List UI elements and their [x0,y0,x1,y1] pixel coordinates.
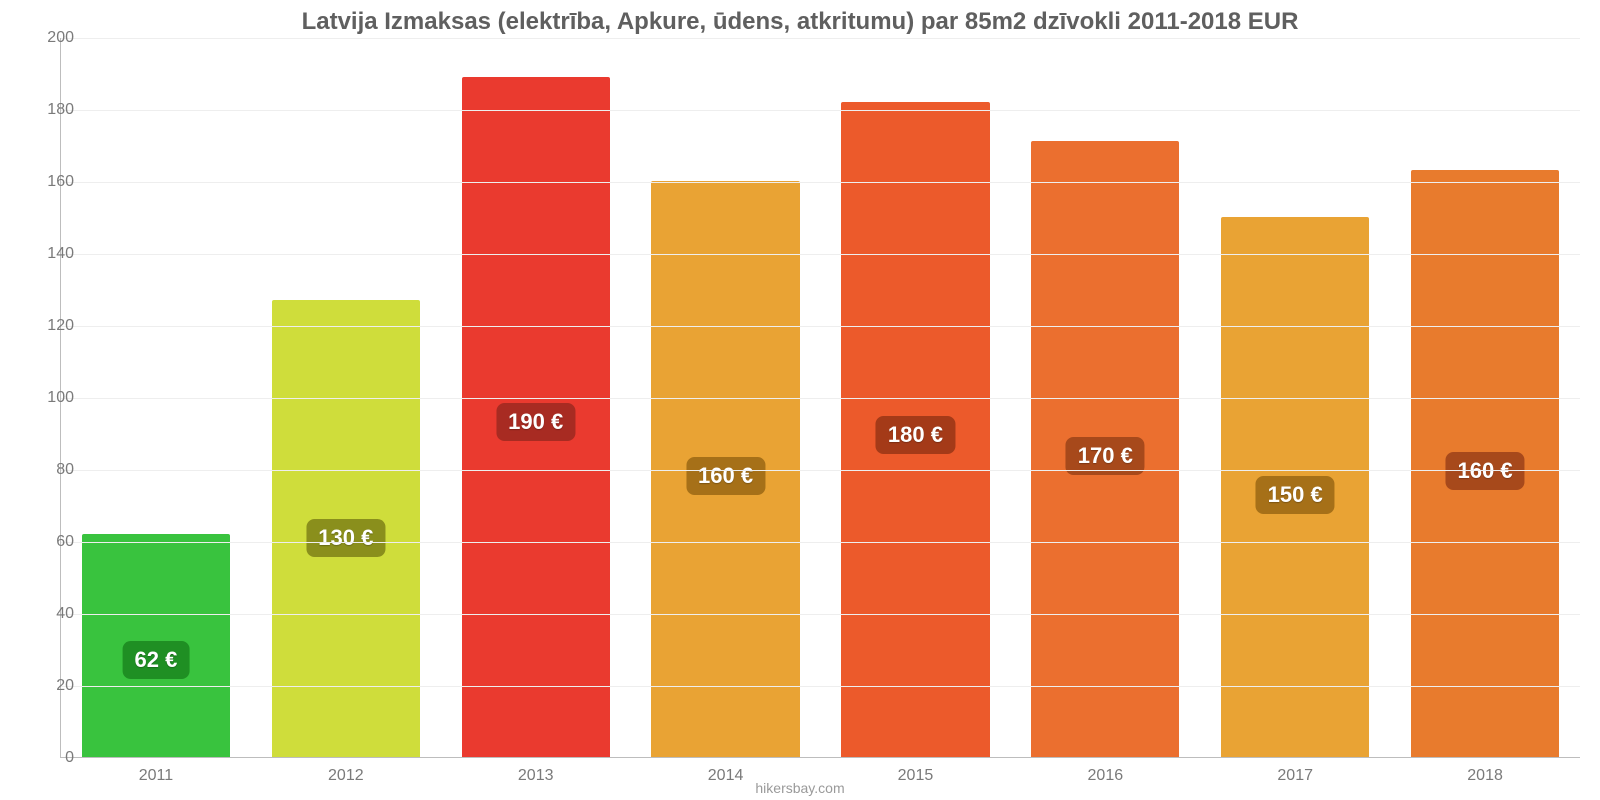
bar: 190 € [462,77,610,757]
bar: 180 € [841,102,989,757]
plot-area: 62 €2011130 €2012190 €2013160 €2014180 €… [60,38,1580,758]
y-tick-label: 20 [24,677,74,695]
bar: 170 € [1031,141,1179,757]
gridline [61,614,1580,615]
gridline [61,542,1580,543]
y-tick-label: 200 [24,29,74,47]
gridline [61,326,1580,327]
credit-text: hikersbay.com [0,780,1600,796]
bar: 130 € [272,300,420,757]
bar-chart: Latvija Izmaksas (elektrība, Apkure, ūde… [0,0,1600,800]
gridline [61,470,1580,471]
gridline [61,254,1580,255]
chart-title: Latvija Izmaksas (elektrība, Apkure, ūde… [0,8,1600,36]
y-tick-label: 0 [24,749,74,767]
bar: 160 € [651,181,799,757]
bar: 160 € [1411,170,1559,757]
gridline [61,110,1580,111]
y-tick-label: 80 [24,461,74,479]
y-tick-label: 60 [24,533,74,551]
value-badge: 160 € [686,457,765,495]
y-tick-label: 140 [24,245,74,263]
gridline [61,686,1580,687]
gridline [61,398,1580,399]
bar: 62 € [82,534,230,757]
gridline [61,38,1580,39]
value-badge: 62 € [123,641,190,679]
bar: 150 € [1221,217,1369,757]
y-tick-label: 120 [24,317,74,335]
y-tick-label: 100 [24,389,74,407]
value-badge: 130 € [306,519,385,557]
value-badge: 180 € [876,416,955,454]
y-tick-label: 40 [24,605,74,623]
value-badge: 150 € [1256,476,1335,514]
gridline [61,182,1580,183]
y-tick-label: 160 [24,173,74,191]
y-tick-label: 180 [24,101,74,119]
value-badge: 190 € [496,403,575,441]
